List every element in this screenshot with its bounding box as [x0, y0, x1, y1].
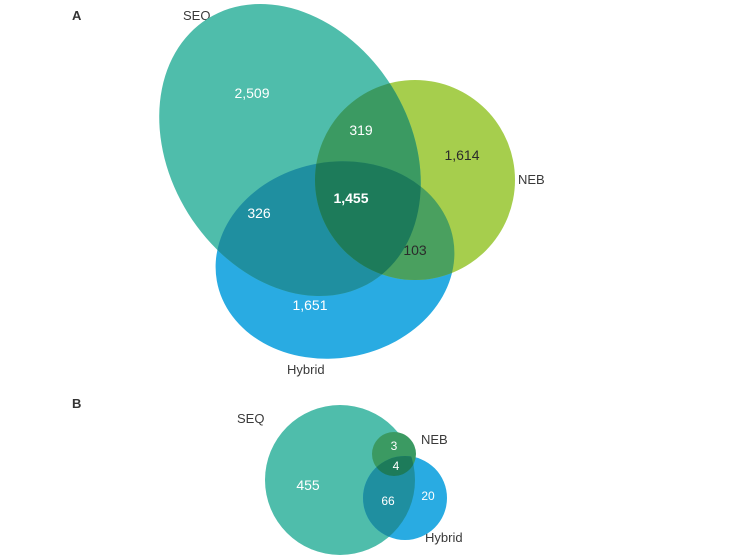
- venn-svg: 2,509 1,614 1,651 319 326 103 1,455 455 …: [0, 0, 750, 556]
- figure: A B SEQ NEB Hybrid SEQ NEB Hybrid: [0, 0, 750, 556]
- val-a-neb-hybrid: 103: [403, 242, 427, 258]
- val-a-hybrid: 1,651: [292, 297, 327, 313]
- val-b-seq-hybrid: 66: [381, 494, 395, 508]
- val-a-neb: 1,614: [444, 147, 479, 163]
- val-b-seq: 455: [296, 477, 320, 493]
- val-a-seq-neb: 319: [349, 122, 373, 138]
- val-b-neb: 3: [391, 439, 398, 453]
- val-a-seq: 2,509: [234, 85, 269, 101]
- val-a-seq-hybrid: 326: [247, 205, 271, 221]
- val-b-all: 4: [393, 459, 400, 473]
- val-b-hybrid: 20: [421, 489, 435, 503]
- val-a-all: 1,455: [333, 190, 368, 206]
